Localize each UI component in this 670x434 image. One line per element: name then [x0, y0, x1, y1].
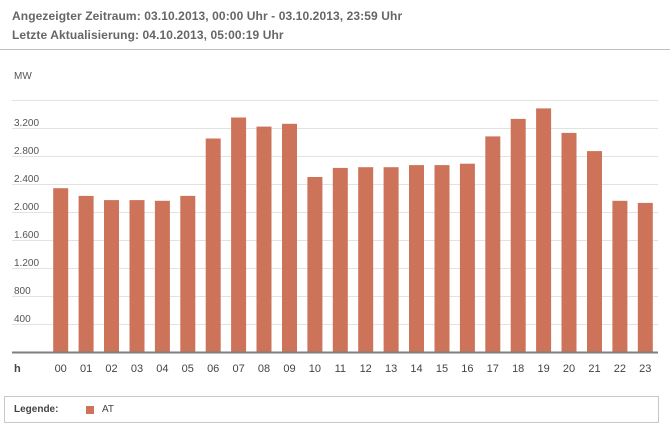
bar-04	[154, 200, 170, 352]
bar-10	[307, 177, 323, 352]
bar-23	[637, 202, 653, 352]
bar-17	[485, 136, 501, 352]
legend-title: Legende:	[14, 404, 59, 415]
x-tick-label: 00	[55, 363, 67, 375]
bar-14	[409, 165, 424, 352]
x-tick-label: 06	[207, 363, 219, 375]
bar-01	[78, 195, 94, 352]
x-tick-label: 21	[588, 363, 600, 375]
legend-box: Legende: AT	[4, 396, 659, 423]
x-tick-label: 07	[232, 363, 244, 375]
x-tick-label: 08	[258, 363, 270, 375]
bar-21	[587, 151, 602, 352]
bar-22	[612, 200, 628, 352]
x-tick-label: 12	[360, 363, 372, 375]
bar-19	[536, 108, 552, 353]
last-update-text: Letzte Aktualisierung: 04.10.2013, 05:00…	[12, 28, 284, 42]
y-tick-label: 400	[14, 314, 31, 325]
x-tick-label: 23	[639, 363, 651, 375]
legend-label-at: AT	[102, 404, 115, 415]
x-tick-label: 20	[563, 363, 575, 375]
x-tick-label: 09	[283, 363, 295, 375]
x-tick-label: 22	[614, 363, 626, 375]
x-tick-label: 16	[461, 363, 473, 375]
x-tick-label: 17	[487, 363, 499, 375]
x-tick-label: 18	[512, 363, 524, 375]
y-tick-label: 1.600	[14, 230, 39, 241]
y-axis-unit-label: MW	[14, 71, 32, 82]
x-tick-label: 05	[182, 363, 194, 375]
x-tick-label: 19	[537, 363, 549, 375]
displayed-period-text: Angezeigter Zeitraum: 03.10.2013, 00:00 …	[12, 9, 403, 23]
bar-05	[180, 195, 196, 352]
x-tick-label: 01	[80, 363, 92, 375]
x-tick-label: 03	[131, 363, 143, 375]
x-tick-label: 15	[436, 363, 448, 375]
bar-11	[332, 167, 348, 352]
bar-12	[358, 167, 374, 352]
tick-labels: 400 800 1.200 1.600 2.000 2.400 2.800 3.200 00 01…	[14, 118, 651, 375]
y-tick-label: 2.800	[14, 146, 39, 157]
y-tick-label: 2.400	[14, 174, 39, 185]
bar-chart: 400 800 1.200 1.600 2.000 2.400 2.800 3.200 00 01…	[12, 100, 658, 375]
x-tick-label: 13	[385, 363, 397, 375]
x-tick-label: 10	[309, 363, 321, 375]
y-tick-label: 2.000	[14, 202, 39, 213]
x-axis-unit-label: h	[14, 363, 21, 375]
x-tick-label: 04	[156, 363, 168, 375]
bar-00	[53, 188, 69, 352]
bar-13	[383, 167, 399, 352]
bar-02	[104, 200, 119, 352]
bar-20	[561, 132, 577, 352]
bar-16	[459, 163, 475, 352]
x-tick-label: 11	[335, 363, 346, 375]
y-tick-label: 3.200	[14, 118, 39, 129]
x-tick-label: 02	[105, 363, 117, 375]
legend-swatch-at	[86, 406, 94, 414]
bars	[53, 108, 653, 353]
bar-03	[129, 200, 145, 352]
bar-15	[434, 165, 450, 352]
header-divider	[0, 49, 670, 50]
bar-18	[510, 118, 526, 353]
y-tick-label: 1.200	[14, 258, 39, 269]
x-tick-label: 14	[410, 363, 422, 375]
bar-09	[282, 123, 297, 352]
bar-06	[205, 138, 221, 352]
bar-07	[231, 117, 247, 352]
y-tick-label: 800	[14, 286, 31, 297]
bar-08	[256, 126, 272, 352]
